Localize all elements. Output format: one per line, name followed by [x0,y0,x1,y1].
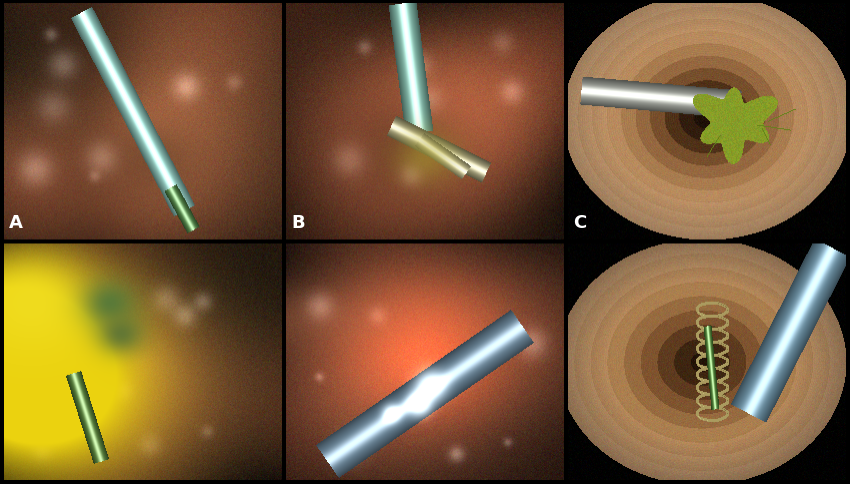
Text: A: A [9,214,23,232]
Text: B: B [291,214,304,232]
Text: C: C [573,214,586,232]
